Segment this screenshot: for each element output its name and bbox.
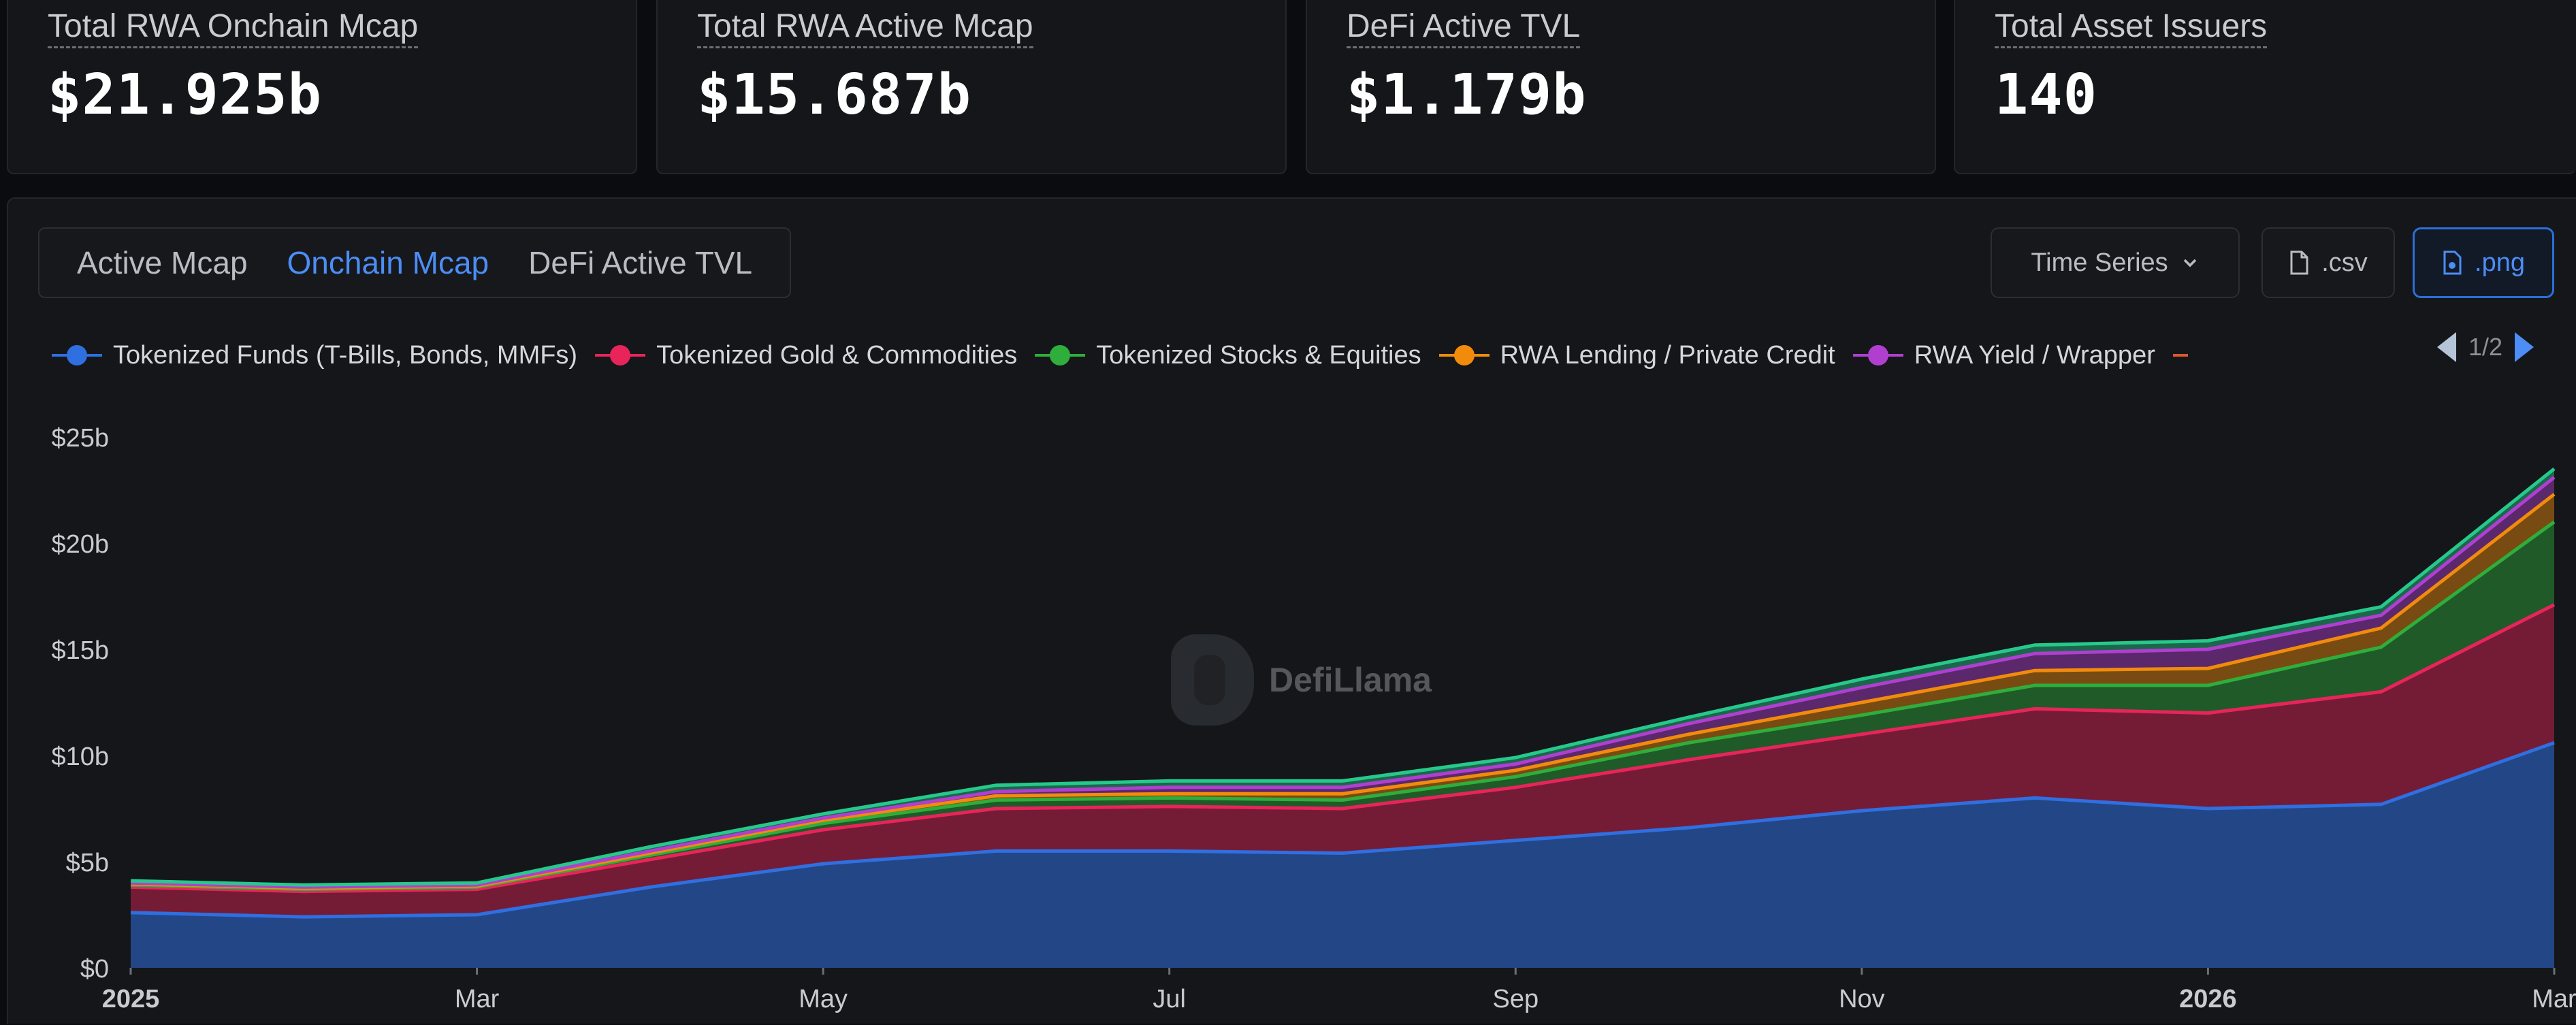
series-line [130, 467, 2556, 887]
stat-value: $15.687b [697, 63, 971, 127]
legend-item-truncated[interactable] [2172, 354, 2188, 357]
chart-panel: Active Mcap Onchain Mcap DeFi Active TVL… [7, 197, 2576, 1024]
y-tick-label: $20b [51, 530, 109, 559]
y-tick-label: $10b [51, 743, 109, 771]
legend-swatch [52, 345, 102, 365]
legend-item[interactable]: RWA Yield / Wrapper [1852, 340, 2155, 370]
series-line [130, 741, 2555, 919]
legend-swatch [1438, 345, 1490, 365]
legend-item[interactable]: Tokenized Gold & Commodities [595, 341, 1017, 370]
series-area [131, 604, 2554, 917]
png-download-button[interactable]: .png [2413, 227, 2554, 298]
y-tick-label: $5b [66, 849, 109, 877]
legend-pager: 1/2 [2437, 332, 2534, 362]
x-tick-label: May [799, 985, 848, 1013]
png-label: .png [2475, 248, 2525, 277]
tab-onchain-mcap[interactable]: Onchain Mcap [287, 245, 489, 280]
x-tick-label: Mar [455, 985, 500, 1013]
stat-label[interactable]: DeFi Active TVL [1347, 7, 1581, 48]
x-tick-label: Nov [1839, 985, 1885, 1013]
x-tick-label: 2025 [102, 985, 160, 1013]
x-tick-label: Sep [1492, 985, 1539, 1013]
x-tick-label: Mar [2532, 985, 2576, 1013]
y-tick-label: $25b [51, 424, 109, 453]
legend-item[interactable]: Tokenized Stocks & Equities [1035, 341, 1421, 370]
image-file-icon [2443, 250, 2462, 275]
legend-swatch [1035, 345, 1086, 365]
chart-legend: Tokenized Funds (T-Bills, Bonds, MMFs) T… [52, 335, 2188, 376]
legend-label: Tokenized Funds (T-Bills, Bonds, MMFs) [113, 340, 578, 370]
y-tick-label: $0 [80, 955, 109, 983]
legend-swatch [1852, 345, 1903, 365]
legend-label: RWA Yield / Wrapper [1914, 340, 2155, 370]
series-line [130, 603, 2556, 894]
stat-card-onchain-mcap: Total RWA Onchain Mcap $21.925b [7, 0, 637, 174]
y-tick-label: $15b [51, 636, 109, 665]
series-area [131, 521, 2554, 892]
watermark: DefiLlama [1171, 634, 1432, 726]
llama-logo-icon [1171, 634, 1254, 726]
legend-swatch [595, 345, 646, 365]
stat-value: $21.925b [48, 63, 322, 127]
stat-card-asset-issuers: Total Asset Issuers 140 [1954, 0, 2576, 174]
series-line [130, 476, 2556, 889]
chevron-right-icon[interactable] [2515, 332, 2534, 362]
chevron-left-icon[interactable] [2437, 332, 2456, 362]
stat-label[interactable]: Total RWA Onchain Mcap [48, 7, 419, 48]
stat-label[interactable]: Total RWA Active Mcap [697, 7, 1033, 48]
watermark-text: DefiLlama [1269, 661, 1432, 699]
stat-value: $1.179b [1347, 63, 1587, 127]
legend-label: RWA Lending / Private Credit [1500, 340, 1835, 370]
series-area [131, 743, 2554, 968]
x-tick-label: Jul [1153, 985, 1186, 1013]
csv-download-button[interactable]: .csv [2261, 227, 2395, 298]
file-icon [2290, 250, 2308, 275]
time-series-label: Time Series [2031, 248, 2168, 277]
stat-card-defi-tvl: DeFi Active TVL $1.179b [1306, 0, 1936, 174]
legend-item[interactable]: Tokenized Funds (T-Bills, Bonds, MMFs) [52, 341, 577, 370]
chart-tabs: Active Mcap Onchain Mcap DeFi Active TVL [38, 227, 792, 298]
time-series-dropdown[interactable]: Time Series [1991, 227, 2240, 298]
tab-active-mcap[interactable]: Active Mcap [77, 245, 248, 280]
chart-plot: $0 $5b $10b $15b $20b $25b 2025 Mar May Jul Sep No… [51, 424, 2576, 1013]
csv-label: .csv [2321, 248, 2368, 277]
legend-swatch [2172, 354, 2188, 357]
pager-label: 1/2 [2468, 333, 2503, 361]
legend-item[interactable]: RWA Lending / Private Credit [1438, 340, 1835, 370]
stat-value: 140 [1995, 63, 2098, 127]
x-tick-label: 2026 [2179, 985, 2237, 1013]
tab-defi-active-tvl[interactable]: DeFi Active TVL [528, 245, 753, 280]
stat-label[interactable]: Total Asset Issuers [1995, 7, 2268, 48]
legend-label: Tokenized Gold & Commodities [656, 340, 1018, 370]
legend-label: Tokenized Stocks & Equities [1096, 340, 1421, 370]
chevron-down-icon [2183, 259, 2196, 267]
stat-card-active-mcap: Total RWA Active Mcap $15.687b [656, 0, 1287, 174]
